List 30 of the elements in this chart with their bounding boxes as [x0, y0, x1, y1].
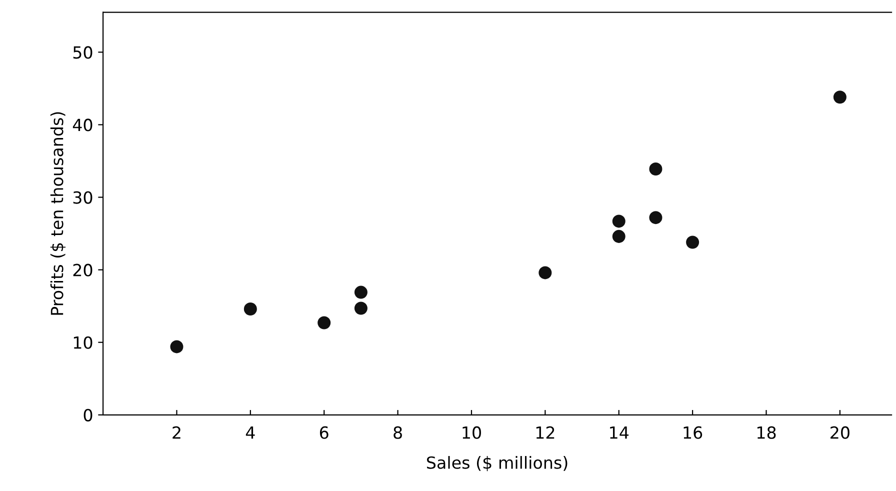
x-tick-label: 12: [536, 426, 554, 439]
point: [612, 214, 626, 228]
x-tick-label: 14: [610, 426, 629, 439]
point: [354, 286, 368, 299]
x-tick-label: 10: [462, 426, 481, 439]
x-tick-label: 16: [684, 426, 702, 439]
x-tick-label: 18: [757, 426, 776, 439]
point: [318, 316, 331, 330]
point: [686, 236, 700, 249]
y-axis-title: Profits ($ ten thousands): [50, 112, 66, 315]
y-tick-label: 30: [73, 191, 92, 204]
point: [612, 230, 626, 243]
x-tick-label: 4: [246, 426, 255, 439]
point: [649, 162, 662, 176]
point: [538, 266, 552, 280]
y-tick-label: 10: [74, 336, 92, 349]
point: [649, 211, 662, 224]
point: [170, 340, 184, 354]
x-tick-label: 8: [394, 426, 402, 439]
point: [354, 302, 368, 315]
point: [244, 302, 257, 316]
x-tick-label: 20: [830, 426, 850, 439]
y-tick-label: 0: [84, 408, 92, 422]
point: [833, 90, 846, 104]
y-tick-label: 20: [73, 264, 92, 276]
y-tick-label: 40: [72, 118, 92, 132]
y-tick-label: 50: [73, 46, 92, 59]
x-axis-title: Sales ($ millions): [426, 456, 568, 472]
x-tick-label: 2: [172, 426, 180, 439]
x-tick-label: 6: [320, 426, 328, 439]
